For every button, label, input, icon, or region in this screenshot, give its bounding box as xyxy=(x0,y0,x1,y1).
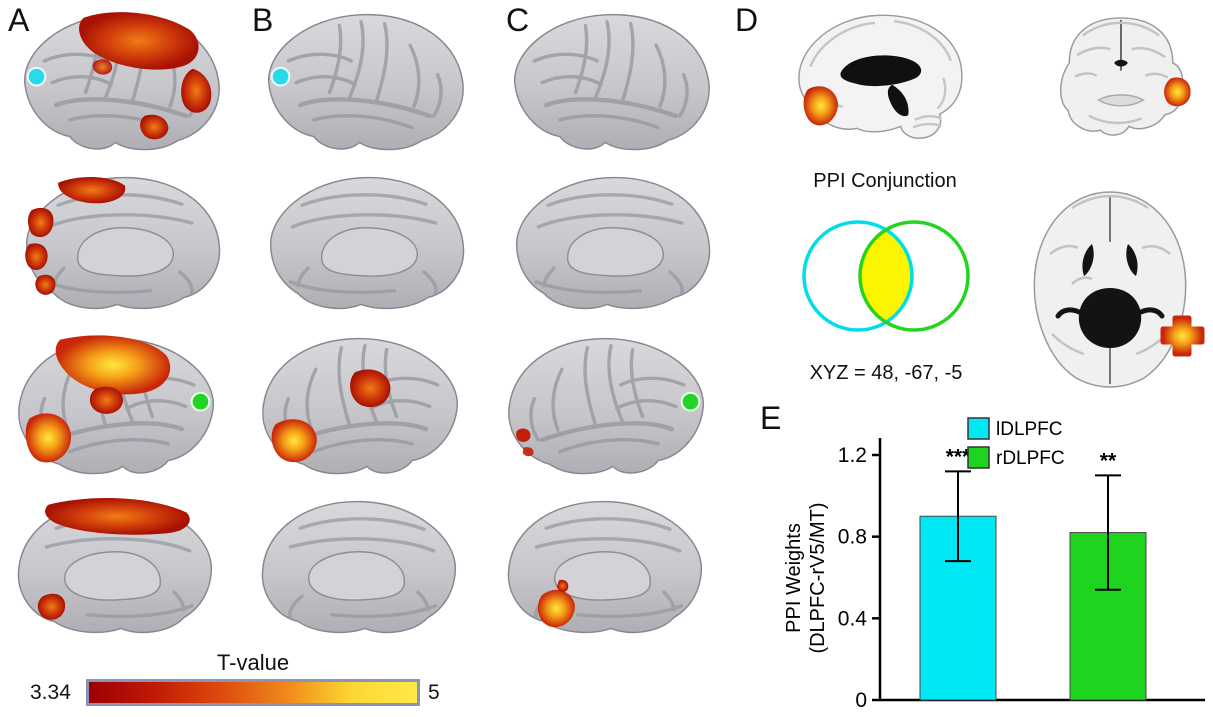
mri-sagittal-slice xyxy=(798,14,963,139)
mri-axial-slice xyxy=(1033,191,1205,388)
y-tick-label: 0.4 xyxy=(838,607,868,630)
conjunction-title: PPI Conjunction xyxy=(813,170,957,192)
colorbar: T-value 3.34 5 xyxy=(30,650,444,714)
internal-structures xyxy=(1078,244,1142,348)
activation-blobs xyxy=(37,498,190,620)
cortex-texture xyxy=(1049,194,1171,356)
panel-a-label: A xyxy=(8,2,30,38)
legend-label-lDLPFC: lDLPFC xyxy=(996,419,1063,440)
rdlpfc-seed-marker xyxy=(680,391,701,412)
activation-blobs xyxy=(516,428,534,457)
brain-c-right-medial xyxy=(506,499,704,635)
legend-swatch-rDLPFC xyxy=(967,446,990,469)
significance-stars: ** xyxy=(1100,449,1117,472)
mri-coronal-slice xyxy=(1059,17,1191,136)
activation-blob xyxy=(1160,315,1205,357)
brain-a-right-lateral xyxy=(0,335,238,490)
brain-b-left-lateral xyxy=(244,4,482,166)
brain-a-right-medial xyxy=(16,498,214,635)
ventricles xyxy=(1114,59,1128,67)
brain-a-left-medial xyxy=(24,175,222,311)
colorbar-min-label: 3.34 xyxy=(30,681,71,704)
activation-blobs xyxy=(25,177,126,295)
colorbar-max-label: 5 xyxy=(428,681,440,704)
slice-outline xyxy=(1059,17,1184,136)
y-tick-label: 1.2 xyxy=(838,444,867,467)
activation-blobs xyxy=(79,12,212,140)
brain-c-left-medial xyxy=(514,175,712,311)
brain-b-right-medial xyxy=(260,499,458,635)
y-axis-label-line1: PPI Weights xyxy=(783,523,805,633)
venn-circle-rdlpfc xyxy=(858,220,970,332)
internal-structures xyxy=(840,55,922,117)
ldlpfc-seed-marker xyxy=(26,66,47,87)
y-tick-label: 0.8 xyxy=(838,526,867,549)
panel-e-label: E xyxy=(760,400,782,436)
venn-circle-ldlpfc xyxy=(802,220,914,332)
ldlpfc-seed-marker xyxy=(270,66,291,87)
activation-blob xyxy=(803,86,838,126)
y-axis-label-line2: (DLPFC-rV5/MT) xyxy=(807,502,829,653)
significance-stars: *** xyxy=(946,445,971,468)
venn-overlap xyxy=(859,229,913,323)
panel-c-label: C xyxy=(506,2,530,38)
legend-label-rDLPFC: rDLPFC xyxy=(996,448,1065,469)
panel-d-label: D xyxy=(735,2,759,38)
colorbar-title: T-value xyxy=(216,650,290,675)
activation-blobs xyxy=(25,335,171,463)
sylvian-slits xyxy=(1055,307,1165,319)
panel-b-label: B xyxy=(252,2,274,38)
activation-blobs xyxy=(271,369,391,463)
colorbar-gradient xyxy=(86,679,420,706)
rdlpfc-seed-marker xyxy=(190,391,211,412)
venn-diagram xyxy=(802,220,970,332)
coordinates-text: XYZ = 48, -67, -5 xyxy=(809,362,963,384)
y-tick-label: 0 xyxy=(855,689,867,712)
cortex-texture xyxy=(1074,21,1169,125)
brain-b-right-lateral xyxy=(244,328,482,490)
cerebellum xyxy=(1097,94,1145,107)
legend-swatch-lDLPFC xyxy=(967,417,990,440)
brain-a-left-lateral xyxy=(0,12,238,166)
brain-c-right-lateral xyxy=(490,328,728,490)
brain-b-left-medial xyxy=(268,175,466,311)
activation-blobs xyxy=(537,579,575,628)
activation-blob xyxy=(1164,77,1191,107)
